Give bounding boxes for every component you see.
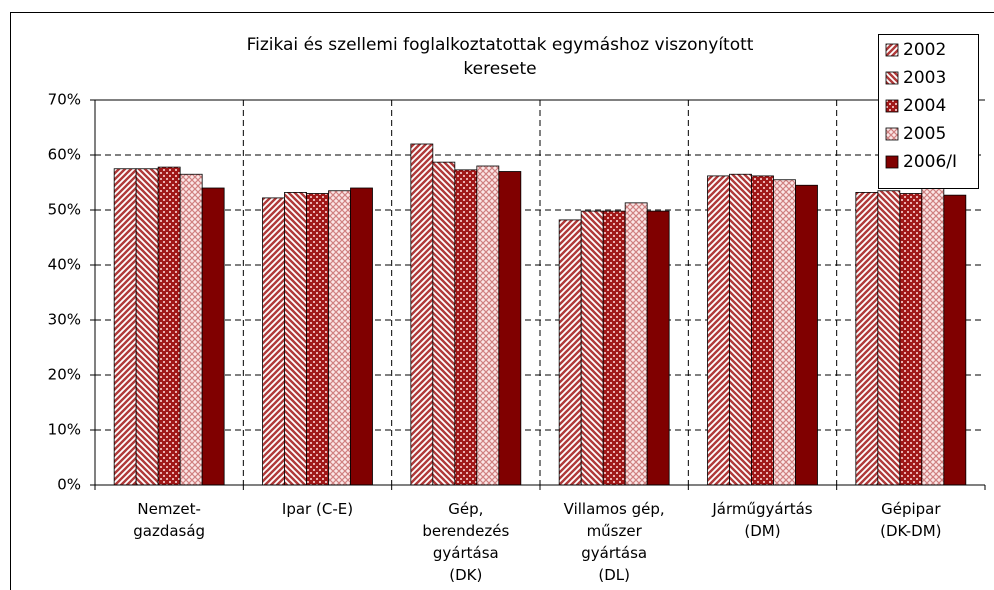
y-tick-label: 70%	[48, 91, 81, 109]
bar	[135, 168, 159, 486]
bar	[262, 197, 285, 486]
bar	[201, 187, 225, 486]
legend-swatch	[885, 99, 899, 113]
bar	[624, 202, 648, 486]
bar	[476, 165, 500, 486]
chart-frame	[10, 12, 994, 590]
x-tick-label: Nemzet-gazdaság	[133, 500, 205, 540]
y-tick-label: 50%	[48, 201, 81, 219]
legend-label: 2006/I	[903, 152, 957, 172]
bar	[877, 190, 901, 486]
legend-label: 2003	[903, 68, 946, 88]
legend-swatch	[885, 127, 899, 141]
bar	[157, 166, 181, 486]
bar	[795, 184, 818, 486]
legend-swatch	[885, 71, 899, 85]
legend-swatch	[885, 155, 899, 169]
x-tick-label: Villamos gép, műszer gyártása (DL)	[564, 500, 665, 584]
bar	[410, 143, 434, 486]
bar	[113, 168, 137, 486]
y-tick-label: 60%	[48, 146, 81, 164]
legend-label: 2002	[903, 40, 946, 60]
bar	[558, 219, 582, 486]
bar	[729, 173, 752, 486]
bar	[646, 210, 670, 486]
legend-label: 2004	[903, 96, 946, 116]
bar	[855, 191, 879, 486]
bar	[306, 193, 329, 486]
bar	[921, 187, 945, 486]
bar	[943, 194, 967, 486]
bar	[432, 161, 456, 486]
y-tick-label: 20%	[48, 366, 81, 384]
x-tick-label: Gép, berendezés gyártása (DK)	[422, 500, 509, 584]
x-tick-label: Ipar (C-E)	[282, 500, 353, 518]
chart-title: Fizikai és szellemi foglalkoztatottak eg…	[247, 35, 754, 79]
y-tick-label: 40%	[48, 256, 81, 274]
y-tick-label: 30%	[48, 311, 81, 329]
x-tick-label: Gépipar (DK-DM)	[880, 500, 941, 540]
y-tick-label: 10%	[48, 421, 81, 439]
y-tick-label: 0%	[57, 476, 81, 494]
legend-label: 2005	[903, 124, 946, 144]
bar	[751, 175, 774, 486]
bar	[580, 210, 604, 486]
bar	[899, 193, 923, 486]
bar	[454, 169, 478, 486]
bar	[498, 171, 522, 486]
bar	[602, 210, 626, 486]
bar	[773, 179, 796, 486]
bar	[707, 175, 730, 486]
legend-swatch	[885, 43, 899, 57]
bar	[350, 187, 373, 486]
bar	[328, 190, 351, 486]
bar	[179, 173, 203, 486]
x-tick-label: Járműgyártás (DM)	[711, 500, 812, 540]
bar	[284, 191, 307, 486]
